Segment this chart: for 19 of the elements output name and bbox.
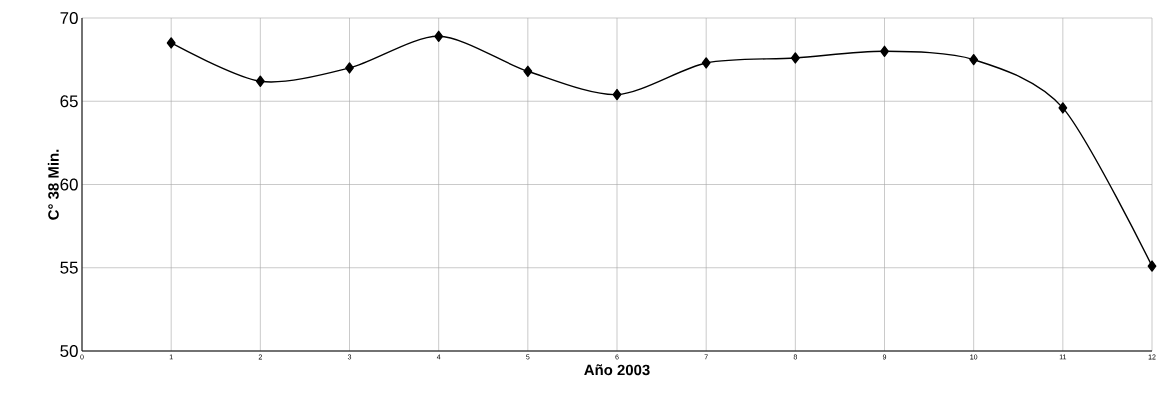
point — [880, 45, 889, 57]
y-tick-label: 50 — [60, 345, 78, 357]
point — [434, 30, 444, 42]
point — [255, 75, 265, 87]
y-tick-label: 70 — [60, 12, 78, 24]
point — [1147, 260, 1157, 272]
point — [701, 57, 711, 69]
y-tick-label: 55 — [60, 261, 78, 274]
y-tick-label: 60 — [60, 178, 78, 191]
point — [523, 65, 533, 77]
point — [1058, 102, 1068, 114]
point — [345, 62, 354, 74]
point — [790, 52, 800, 64]
point — [612, 88, 622, 101]
point — [166, 37, 176, 49]
x-axis-title: Año 2003 — [584, 364, 650, 376]
y-axis-title: C° 38 Min. — [47, 149, 59, 220]
point — [969, 53, 979, 66]
y-tick-label: 65 — [60, 95, 78, 108]
